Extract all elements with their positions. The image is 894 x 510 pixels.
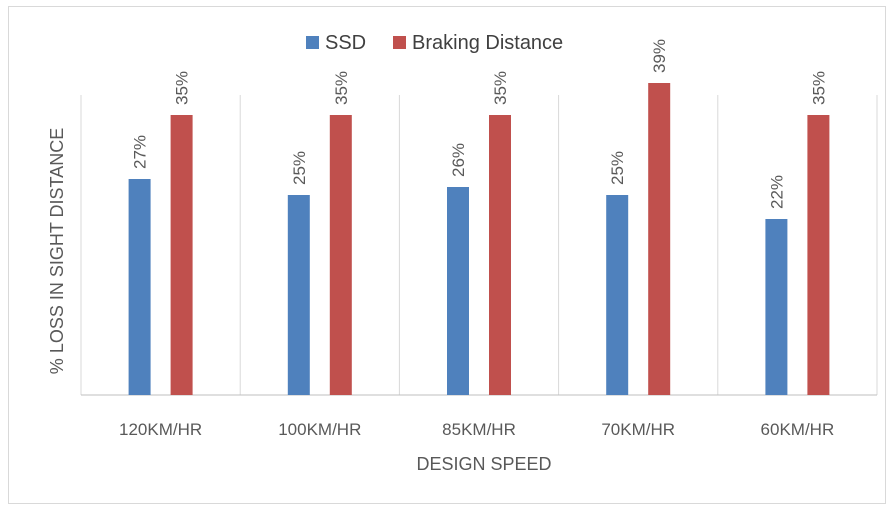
bar-ssd bbox=[287, 195, 310, 395]
x-axis-title: DESIGN SPEED bbox=[416, 454, 551, 474]
data-label-braking-distance: 35% bbox=[332, 71, 351, 105]
data-label-braking-distance: 39% bbox=[650, 39, 669, 73]
x-tick-label: 85KM/HR bbox=[442, 420, 516, 439]
bar-braking-distance bbox=[807, 115, 830, 395]
data-labels-group: 27% 35% 25% 35% 26% 35% 25% 39% 22% 35% bbox=[131, 39, 829, 209]
data-label-ssd: 26% bbox=[449, 143, 468, 177]
bars-group bbox=[128, 83, 830, 395]
grid-lines bbox=[80, 95, 878, 396]
y-axis-title: % LOSS IN SIGHT DISTANCE bbox=[47, 128, 67, 374]
legend-swatch-ssd bbox=[306, 36, 319, 49]
chart-frame: 27% 35% 25% 35% 26% 35% 25% 39% 22% 35% 120KM/HR 1… bbox=[8, 6, 886, 504]
data-label-ssd: 27% bbox=[131, 135, 150, 169]
bar-chart: 27%35%25%35%26%35%25%39%22%35% 120KM/HR 1… bbox=[47, 32, 878, 474]
legend-label-braking-distance: Braking Distance bbox=[412, 32, 563, 54]
bar-ssd bbox=[765, 219, 788, 395]
x-tick-label: 70KM/HR bbox=[601, 420, 675, 439]
data-label-braking-distance: 35% bbox=[809, 71, 828, 105]
data-label-braking-distance: 35% bbox=[491, 71, 510, 105]
bar-braking-distance bbox=[170, 115, 193, 395]
data-label-ssd: 25% bbox=[608, 151, 627, 185]
x-tick-label: 60KM/HR bbox=[761, 420, 835, 439]
bar-ssd bbox=[128, 179, 151, 395]
bar-ssd bbox=[447, 187, 469, 395]
legend-swatch-braking-distance bbox=[393, 36, 406, 49]
bar-ssd bbox=[606, 195, 629, 395]
legend-label-ssd: SSD bbox=[325, 32, 366, 54]
data-label-ssd: 25% bbox=[290, 151, 309, 185]
bar-braking-distance bbox=[329, 115, 352, 395]
legend: SSD Braking Distance bbox=[306, 32, 563, 54]
data-label-braking-distance: 35% bbox=[173, 71, 192, 105]
x-tick-labels: 120KM/HR 100KM/HR 85KM/HR 70KM/HR 60KM/HR bbox=[119, 420, 834, 439]
bar-braking-distance bbox=[648, 83, 671, 395]
bar-braking-distance bbox=[489, 115, 511, 395]
x-tick-label: 100KM/HR bbox=[278, 420, 361, 439]
x-tick-label: 120KM/HR bbox=[119, 420, 202, 439]
data-label-ssd: 22% bbox=[767, 175, 786, 209]
